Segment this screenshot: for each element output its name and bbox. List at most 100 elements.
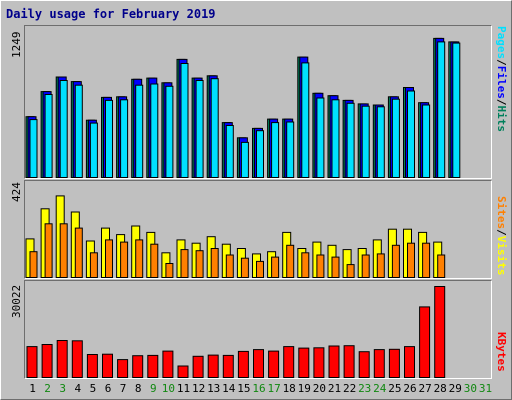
day-label: 1 — [29, 382, 36, 395]
sites-bar — [29, 251, 38, 278]
kbytes-bar — [419, 306, 431, 378]
sites-bar — [376, 253, 385, 278]
pages-bar — [89, 122, 98, 178]
visits-sites-panel — [24, 180, 492, 279]
hits-files-pages-panel — [24, 25, 492, 179]
kbytes-bar — [343, 345, 355, 378]
legend-sep: / — [495, 98, 508, 106]
pages-bar — [316, 97, 325, 178]
day-label: 4 — [74, 382, 82, 395]
kbytes-bar — [56, 340, 68, 378]
hits-files-pages-chart — [25, 37, 461, 178]
pages-bar — [286, 121, 295, 178]
legend-kbytes: KBytes — [495, 332, 508, 372]
day-label: 25 — [388, 382, 402, 395]
legend-sep: / — [495, 229, 508, 236]
sites-bar — [331, 256, 340, 278]
legend-files: Files — [495, 65, 508, 99]
sites-bar — [135, 239, 144, 278]
pages-bar — [256, 130, 264, 178]
kbytes-bar — [26, 346, 38, 378]
sites-bar — [210, 248, 219, 278]
sites-bar — [301, 252, 310, 278]
pages-bar — [301, 62, 310, 178]
pages-bar — [407, 90, 415, 178]
sites-bar — [422, 242, 431, 278]
visits-sites-legend: Sites/Visits — [495, 196, 508, 276]
day-label: 15 — [237, 382, 251, 395]
legend-visits: Visits — [495, 235, 508, 276]
day-label: 10 — [161, 382, 176, 395]
kbytes-bar — [71, 340, 83, 378]
sites-bar — [256, 260, 264, 278]
kbytes-bar — [237, 350, 249, 378]
hits-files-pages-legend: Pages/Files/Hits — [495, 26, 508, 132]
pages-bar — [29, 119, 38, 178]
day-label: 31 — [478, 382, 493, 395]
pages-bar — [391, 98, 400, 178]
kbytes-panel — [24, 280, 492, 379]
pages-bar — [346, 102, 355, 178]
sites-bar — [346, 264, 355, 278]
kbytes-bar — [298, 347, 310, 378]
day-label: 8 — [134, 382, 142, 395]
day-label: 9 — [149, 382, 157, 395]
day-label: 23 — [358, 382, 372, 395]
legend-sep: / — [495, 59, 508, 66]
day-label: 28 — [433, 382, 447, 395]
pages-bar — [331, 99, 340, 178]
day-label: 13 — [207, 382, 221, 395]
sites-bar — [120, 241, 129, 278]
sites-bar — [150, 243, 159, 278]
kbytes-bar — [192, 355, 204, 378]
day-label: 3 — [59, 382, 66, 395]
day-label: 21 — [327, 382, 342, 395]
day-label: 22 — [342, 382, 357, 395]
day-label: 29 — [448, 382, 462, 395]
day-label: 24 — [373, 382, 387, 395]
kbytes-max-label: 30022 — [10, 284, 23, 318]
pages-bar — [452, 42, 461, 178]
pages-bar — [422, 104, 431, 178]
kbytes-bar — [102, 353, 113, 378]
hits-max-label: 1249 — [10, 31, 23, 59]
pages-bar — [74, 84, 83, 178]
sites-bar — [240, 257, 249, 278]
legend-pages: Pages — [495, 26, 508, 60]
sites-bar — [437, 254, 446, 278]
pages-bar — [165, 85, 174, 178]
day-label: 27 — [418, 382, 432, 395]
day-label: 26 — [403, 382, 417, 395]
pages-bar — [225, 125, 234, 178]
day-label: 7 — [119, 382, 127, 395]
sites-bar — [89, 252, 98, 278]
sites-bar — [286, 244, 295, 278]
pages-bar — [150, 83, 159, 178]
pages-bar — [180, 63, 189, 178]
kbytes-bar — [283, 346, 295, 378]
kbytes-bar — [117, 359, 129, 378]
kbytes-bar — [162, 350, 174, 378]
legend-sites: Sites — [495, 196, 508, 230]
legend-hits: Hits — [495, 105, 508, 133]
pages-bar — [59, 80, 68, 178]
kbytes-bar — [253, 349, 264, 378]
pages-bar — [240, 141, 249, 178]
sites-bar — [74, 227, 83, 278]
sites-bar — [165, 263, 174, 278]
day-label: 6 — [104, 382, 112, 395]
sites-bar — [391, 244, 400, 278]
sites-bar — [316, 254, 325, 278]
kbytes-legend: KBytes — [495, 332, 508, 372]
kbytes-bar — [177, 365, 189, 378]
kbytes-bar — [222, 354, 234, 378]
kbytes-bar — [373, 349, 385, 378]
sites-bar — [225, 254, 234, 278]
kbytes-bar — [328, 345, 340, 378]
kbytes-chart — [26, 286, 446, 378]
visits-sites-chart — [25, 195, 446, 278]
kbytes-bar — [147, 354, 159, 378]
kbytes-bar — [404, 346, 415, 378]
day-label: 5 — [89, 382, 97, 395]
kbytes-bar — [358, 351, 370, 378]
